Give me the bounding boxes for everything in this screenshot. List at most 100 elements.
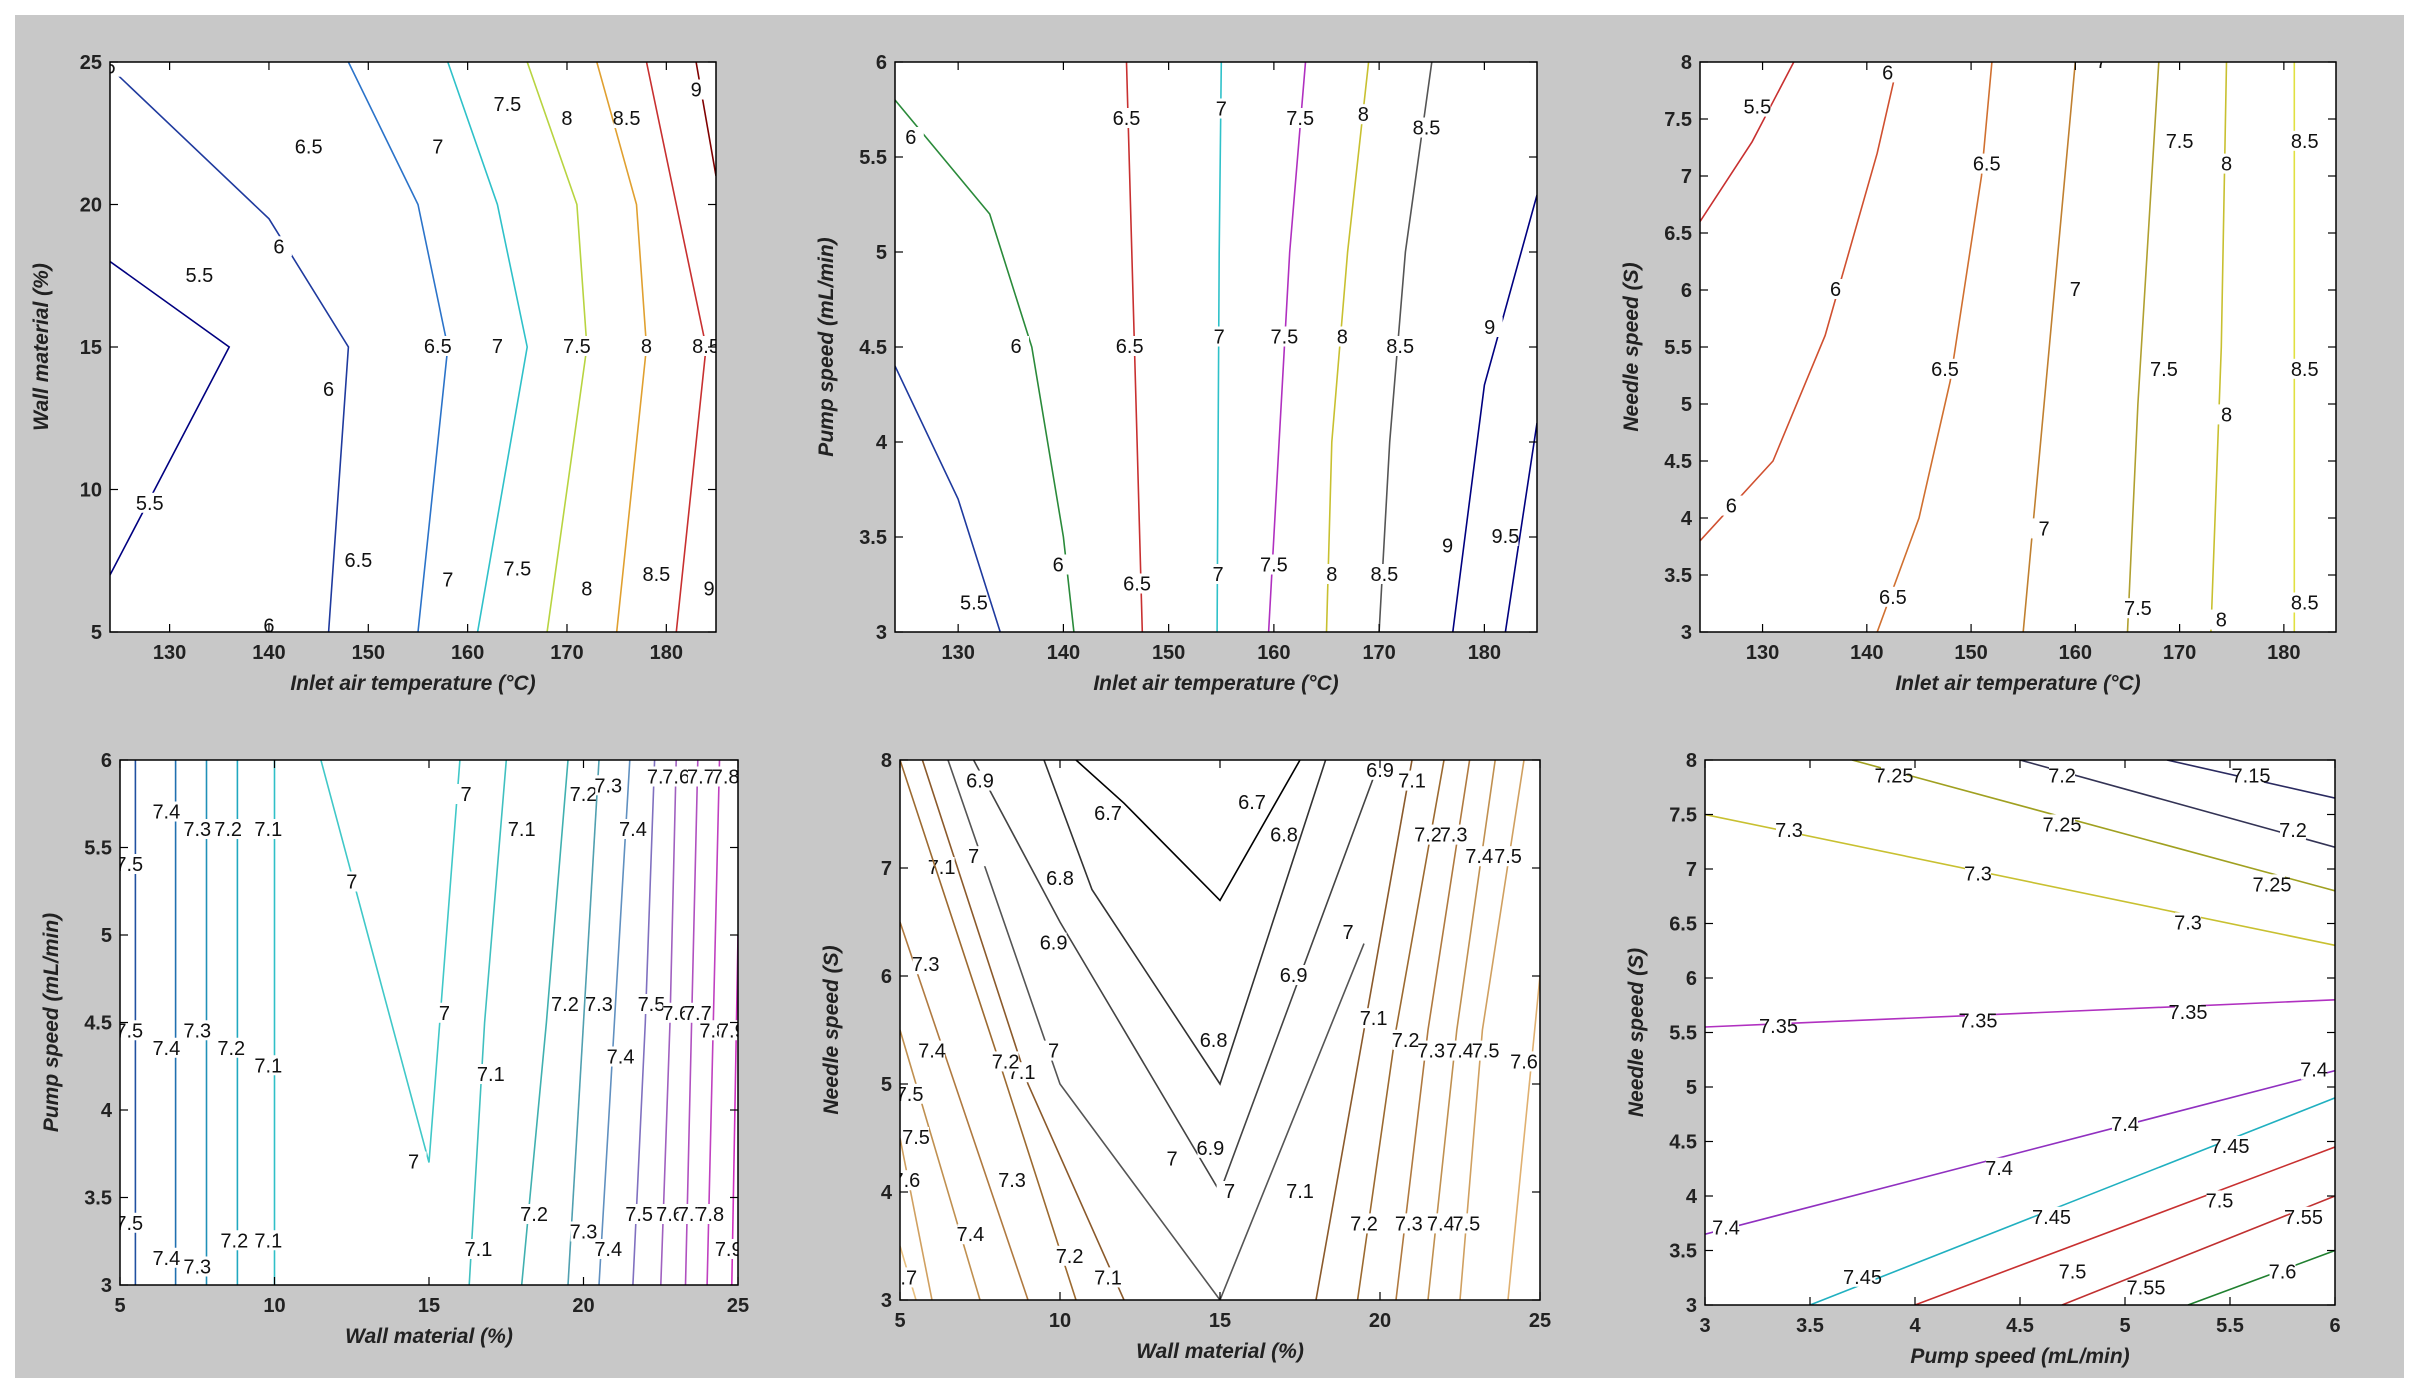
contour-label-7_1-2: 7.1 xyxy=(1286,1181,1314,1203)
contour-label-gap xyxy=(1427,1213,1454,1234)
contour-label-7_5-1: 7.5 xyxy=(1472,1041,1500,1063)
y-tick-label: 5 xyxy=(1686,1077,1697,1099)
y-tick-label: 6.5 xyxy=(1664,223,1692,245)
contour-lines: 6.7 6.76.86.86.86.96.96.96.96.9777777.17.… xyxy=(896,760,1540,1300)
contour-label-gap xyxy=(1986,1157,2012,1178)
contour-label-gap xyxy=(912,954,939,975)
contour-label-gap xyxy=(1095,803,1121,823)
contour-label-6_8-2: 6.8 xyxy=(1270,825,1298,847)
x-tick-label: 140 xyxy=(252,642,285,664)
x-tick-label: 4 xyxy=(1909,1315,1921,1337)
contour-label-gap xyxy=(1206,326,1233,347)
y-tick-label: 6 xyxy=(1681,280,1692,302)
contour-label-6_5-0: 6.5 xyxy=(295,137,323,159)
contour-label-7_25-2: 7.25 xyxy=(2253,874,2292,896)
contour-label-7-3: 7 xyxy=(461,784,472,806)
contour-label-gap xyxy=(1418,1040,1445,1061)
contour-label-gap xyxy=(2217,1135,2243,1156)
contour-label-6_7-0: 6.7 xyxy=(1094,803,1122,825)
contour-label-gap xyxy=(613,108,640,128)
contour-label-gap xyxy=(504,558,531,579)
contour-label-gap xyxy=(338,871,365,892)
contour-label-8-1: 8 xyxy=(1337,327,1348,349)
contour-label-7_3-1: 7.3 xyxy=(1417,1041,1445,1063)
contour-label-gap xyxy=(1040,932,1067,953)
contour-label-gap xyxy=(1466,846,1493,867)
contour-label-8_5-0: 8.5 xyxy=(613,108,641,130)
contour-label-8-0: 8 xyxy=(1358,104,1369,126)
contour-label-7_2-1: 7.2 xyxy=(2279,820,2307,842)
contour-line-6_5-2 xyxy=(1876,62,1993,632)
contour-label-gap xyxy=(903,1127,929,1147)
x-tick-label: 160 xyxy=(1257,642,1290,664)
y-tick-label: 8 xyxy=(881,750,892,772)
contour-label-7_2-0: 7.2 xyxy=(1414,825,1442,847)
contour-label-gap xyxy=(967,770,993,791)
y-tick-label: 4 xyxy=(881,1182,893,1204)
contour-line-7_2-7 xyxy=(520,760,569,1285)
contour-label-gap xyxy=(595,1239,622,1259)
contour-label-7_5-2: 7.5 xyxy=(1452,1213,1480,1235)
contour-label-7_45-0: 7.45 xyxy=(1843,1267,1882,1289)
contour-label-gap xyxy=(1318,564,1345,584)
contour-label-7-2: 7 xyxy=(439,1003,450,1025)
y-tick-label: 4.5 xyxy=(859,337,887,359)
contour-label-gap xyxy=(215,819,242,839)
contour-label-gap xyxy=(570,1221,597,1242)
contour-label-gap xyxy=(120,854,143,874)
contour-label-gap xyxy=(295,136,322,157)
contour-line-7-3 xyxy=(1216,62,1223,632)
contour-label-gap xyxy=(2213,153,2240,174)
contour-label-7_5-0: 7.5 xyxy=(115,854,143,876)
contour-label-8-0: 8 xyxy=(2221,154,2232,176)
contour-label-gap xyxy=(184,1020,211,1041)
contour-label-gap xyxy=(1718,495,1745,516)
contour-line-9-7 xyxy=(1452,194,1537,632)
contour-label-7_6-0: 7.6 xyxy=(1510,1051,1538,1073)
contour-label-7_45-2: 7.45 xyxy=(2211,1136,2250,1158)
contour-label-gap xyxy=(2038,1206,2065,1227)
contour-label-gap xyxy=(1822,279,1849,299)
contour-label-gap xyxy=(1713,1217,1739,1238)
contour-label-7-1: 7 xyxy=(1048,1041,1059,1063)
contour-label-gap xyxy=(1415,824,1441,845)
contour-label-7_4-0: 7.4 xyxy=(1712,1218,1740,1240)
contour-label-6-0: 6 xyxy=(1882,62,1893,84)
contour-lines: 7.57.57.57.47.47.47.37.37.37.27.27.27.17… xyxy=(115,760,738,1285)
contour-label-gap xyxy=(521,1204,548,1224)
contour-label-gap xyxy=(255,1230,282,1251)
x-tick-label: 140 xyxy=(1047,642,1080,664)
y-tick-label: 4 xyxy=(1681,508,1693,530)
contour-label-gap xyxy=(2031,518,2058,539)
contour-label-gap xyxy=(1387,336,1414,356)
contour-label-7_5-0: 7.5 xyxy=(896,1084,924,1106)
x-tick-label: 140 xyxy=(1850,642,1883,664)
contour-label-gap xyxy=(1260,554,1287,575)
contour-label-gap xyxy=(2059,1261,2086,1282)
contour-line-7_6-9 xyxy=(2187,1249,2335,1305)
contour-label-7_5-2: 7.5 xyxy=(625,1204,653,1226)
contour-label-gap xyxy=(960,592,987,613)
contour-label-gap xyxy=(1216,1181,1243,1201)
contour-label-gap xyxy=(153,1247,180,1268)
y-axis-label: Needle speed (S) xyxy=(1625,948,1648,1117)
contour-line-7_5-4 xyxy=(1267,62,1307,632)
contour-label-7_3-2: 7.3 xyxy=(1395,1213,1423,1235)
y-tick-label: 4.5 xyxy=(84,1013,112,1035)
y-tick-label: 4.5 xyxy=(1669,1132,1697,1154)
contour-label-6_5-2: 6.5 xyxy=(1879,587,1907,609)
contour-label-gap xyxy=(957,1224,984,1245)
contour-label-7_15-0: 7.15 xyxy=(2232,765,2271,787)
contour-label-7_5-1: 7.5 xyxy=(2206,1190,2234,1212)
contour-label-gap xyxy=(2175,912,2201,933)
contour-label-7_5-1: 7.5 xyxy=(1271,327,1299,349)
contour-label-6-2: 6 xyxy=(1053,555,1064,577)
contour-label-gap xyxy=(1205,564,1232,584)
contour-label-gap xyxy=(1849,1266,1876,1287)
contour-label-7_3-0: 7.3 xyxy=(183,819,211,841)
contour-label-gap xyxy=(434,569,461,590)
contour-label-5_5-0: 5.5 xyxy=(1743,97,1771,119)
contour-line-6_8-1 xyxy=(1043,760,1327,1086)
contour-label-gap xyxy=(1208,98,1235,119)
